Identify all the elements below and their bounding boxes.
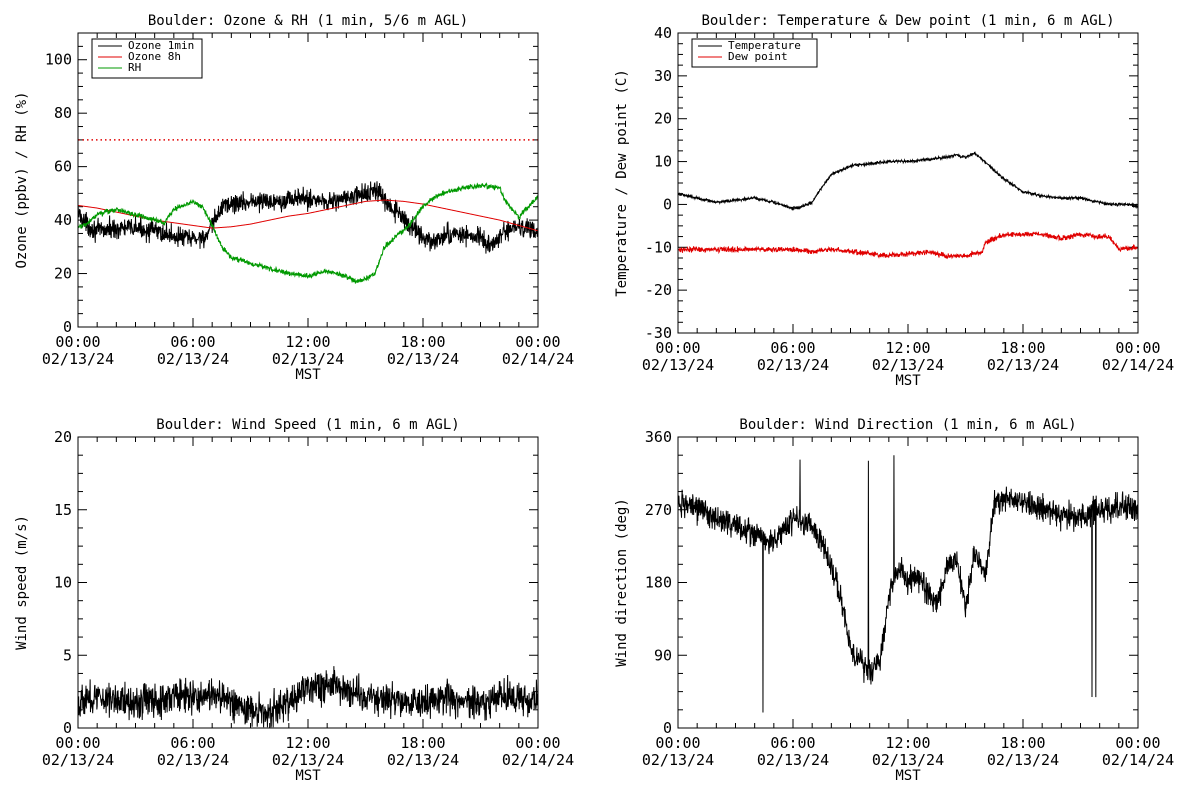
x-axis-label: MST — [895, 373, 921, 389]
x-tick-label: 18:00 — [400, 734, 445, 752]
x-tick-label: 00:00 — [55, 333, 100, 351]
y-tick-label: 40 — [54, 211, 72, 229]
x-tick-label: 06:00 — [170, 734, 215, 752]
legend-label: Ozone 1min — [128, 39, 194, 52]
y-tick-label: 180 — [645, 574, 672, 592]
y-tick-label: 20 — [54, 265, 72, 283]
chart-title: Boulder: Ozone & RH (1 min, 5/6 m AGL) — [148, 13, 468, 29]
y-tick-label: -10 — [645, 238, 672, 256]
legend-box — [691, 38, 818, 68]
y-tick-label: 5 — [63, 646, 72, 664]
y-tick-label: 10 — [54, 574, 72, 592]
plot-frame — [677, 436, 1139, 729]
x-tick-date-label: 02/13/24 — [987, 356, 1059, 374]
y-tick-label: 80 — [54, 104, 72, 122]
y-tick-label: 360 — [645, 428, 672, 446]
x-tick-label: 00:00 — [1115, 734, 1160, 752]
y-tick-label: -30 — [645, 324, 672, 342]
legend-label: Ozone 8h — [128, 50, 181, 63]
x-tick-date-label: 02/13/24 — [642, 356, 714, 374]
chart-title: Boulder: Temperature & Dew point (1 min,… — [701, 13, 1114, 29]
y-tick-label: 30 — [654, 67, 672, 85]
series-line-rh — [78, 181, 538, 284]
y-tick-label: 20 — [654, 110, 672, 128]
chart-panel-3: Boulder: Wind Speed (1 min, 6 m AGL) Wind… — [14, 417, 574, 784]
series-line-1 — [678, 455, 1138, 713]
series-line-ozone-1min — [78, 181, 538, 254]
y-axis-label: Temperature / Dew point (C) — [614, 69, 630, 297]
x-tick-date-label: 02/13/24 — [642, 751, 714, 769]
x-tick-label: 06:00 — [770, 339, 815, 357]
x-axis-label: MST — [895, 768, 921, 784]
y-tick-label: 60 — [54, 158, 72, 176]
x-tick-label: 12:00 — [885, 734, 930, 752]
x-tick-label: 06:00 — [770, 734, 815, 752]
chart-panel-2: Boulder: Temperature & Dew point (1 min,… — [614, 13, 1174, 389]
y-tick-label: 0 — [63, 719, 72, 737]
y-tick-label: 20 — [54, 428, 72, 446]
series-line-temperature — [678, 151, 1138, 211]
series-line-dew-point — [678, 231, 1138, 260]
y-tick-label: 90 — [654, 646, 672, 664]
y-tick-label: 0 — [663, 719, 672, 737]
plot-frame — [77, 436, 539, 729]
x-tick-label: 06:00 — [170, 333, 215, 351]
x-tick-label: 00:00 — [515, 734, 560, 752]
y-axis-label: Wind speed (m/s) — [14, 515, 30, 650]
x-tick-label: 18:00 — [1000, 339, 1045, 357]
plot-frame — [677, 32, 1139, 334]
x-tick-label: 00:00 — [1115, 339, 1160, 357]
chart-title: Boulder: Wind Speed (1 min, 6 m AGL) — [156, 417, 459, 433]
x-tick-label: 00:00 — [655, 339, 700, 357]
x-tick-label: 00:00 — [515, 333, 560, 351]
x-tick-date-label: 02/13/24 — [157, 751, 229, 769]
x-tick-date-label: 02/13/24 — [387, 350, 459, 368]
x-tick-date-label: 02/13/24 — [157, 350, 229, 368]
y-tick-label: 0 — [663, 195, 672, 213]
legend-label: Dew point — [728, 50, 788, 63]
chart-panel-1: Boulder: Ozone & RH (1 min, 5/6 m AGL) Oz… — [14, 13, 574, 383]
y-axis-label: Wind direction (deg) — [614, 498, 630, 667]
x-tick-date-label: 02/13/24 — [387, 751, 459, 769]
x-tick-label: 00:00 — [55, 734, 100, 752]
y-tick-label: 40 — [654, 24, 672, 42]
x-tick-date-label: 02/13/24 — [757, 751, 829, 769]
legend-label: RH — [128, 61, 141, 74]
plot-frame — [77, 32, 539, 328]
y-tick-label: 0 — [63, 318, 72, 336]
x-tick-label: 12:00 — [885, 339, 930, 357]
x-tick-date-label: 02/13/24 — [272, 350, 344, 368]
x-tick-date-label: 02/13/24 — [42, 350, 114, 368]
y-tick-label: -20 — [645, 281, 672, 299]
x-tick-date-label: 02/14/24 — [1102, 751, 1174, 769]
x-tick-date-label: 02/13/24 — [42, 751, 114, 769]
chart-title: Boulder: Wind Direction (1 min, 6 m AGL) — [739, 417, 1076, 433]
x-axis-label: MST — [295, 367, 321, 383]
x-tick-label: 12:00 — [285, 333, 330, 351]
y-tick-label: 270 — [645, 501, 672, 519]
y-axis-label: Ozone (ppbv) / RH (%) — [14, 91, 30, 268]
y-tick-label: 10 — [654, 153, 672, 171]
x-tick-label: 18:00 — [1000, 734, 1045, 752]
x-tick-date-label: 02/13/24 — [757, 356, 829, 374]
x-tick-label: 18:00 — [400, 333, 445, 351]
x-axis-label: MST — [295, 768, 321, 784]
chart-panel-4: Boulder: Wind Direction (1 min, 6 m AGL)… — [614, 417, 1174, 784]
series-line-1 — [78, 666, 538, 728]
x-tick-date-label: 02/13/24 — [872, 751, 944, 769]
x-tick-label: 00:00 — [655, 734, 700, 752]
x-tick-date-label: 02/13/24 — [987, 751, 1059, 769]
y-tick-label: 100 — [45, 51, 72, 69]
x-tick-label: 12:00 — [285, 734, 330, 752]
y-tick-label: 15 — [54, 501, 72, 519]
x-tick-date-label: 02/14/24 — [502, 350, 574, 368]
legend-label: Temperature — [728, 39, 801, 52]
x-tick-date-label: 02/13/24 — [272, 751, 344, 769]
x-tick-date-label: 02/14/24 — [1102, 356, 1174, 374]
x-tick-date-label: 02/14/24 — [502, 751, 574, 769]
x-tick-date-label: 02/13/24 — [872, 356, 944, 374]
